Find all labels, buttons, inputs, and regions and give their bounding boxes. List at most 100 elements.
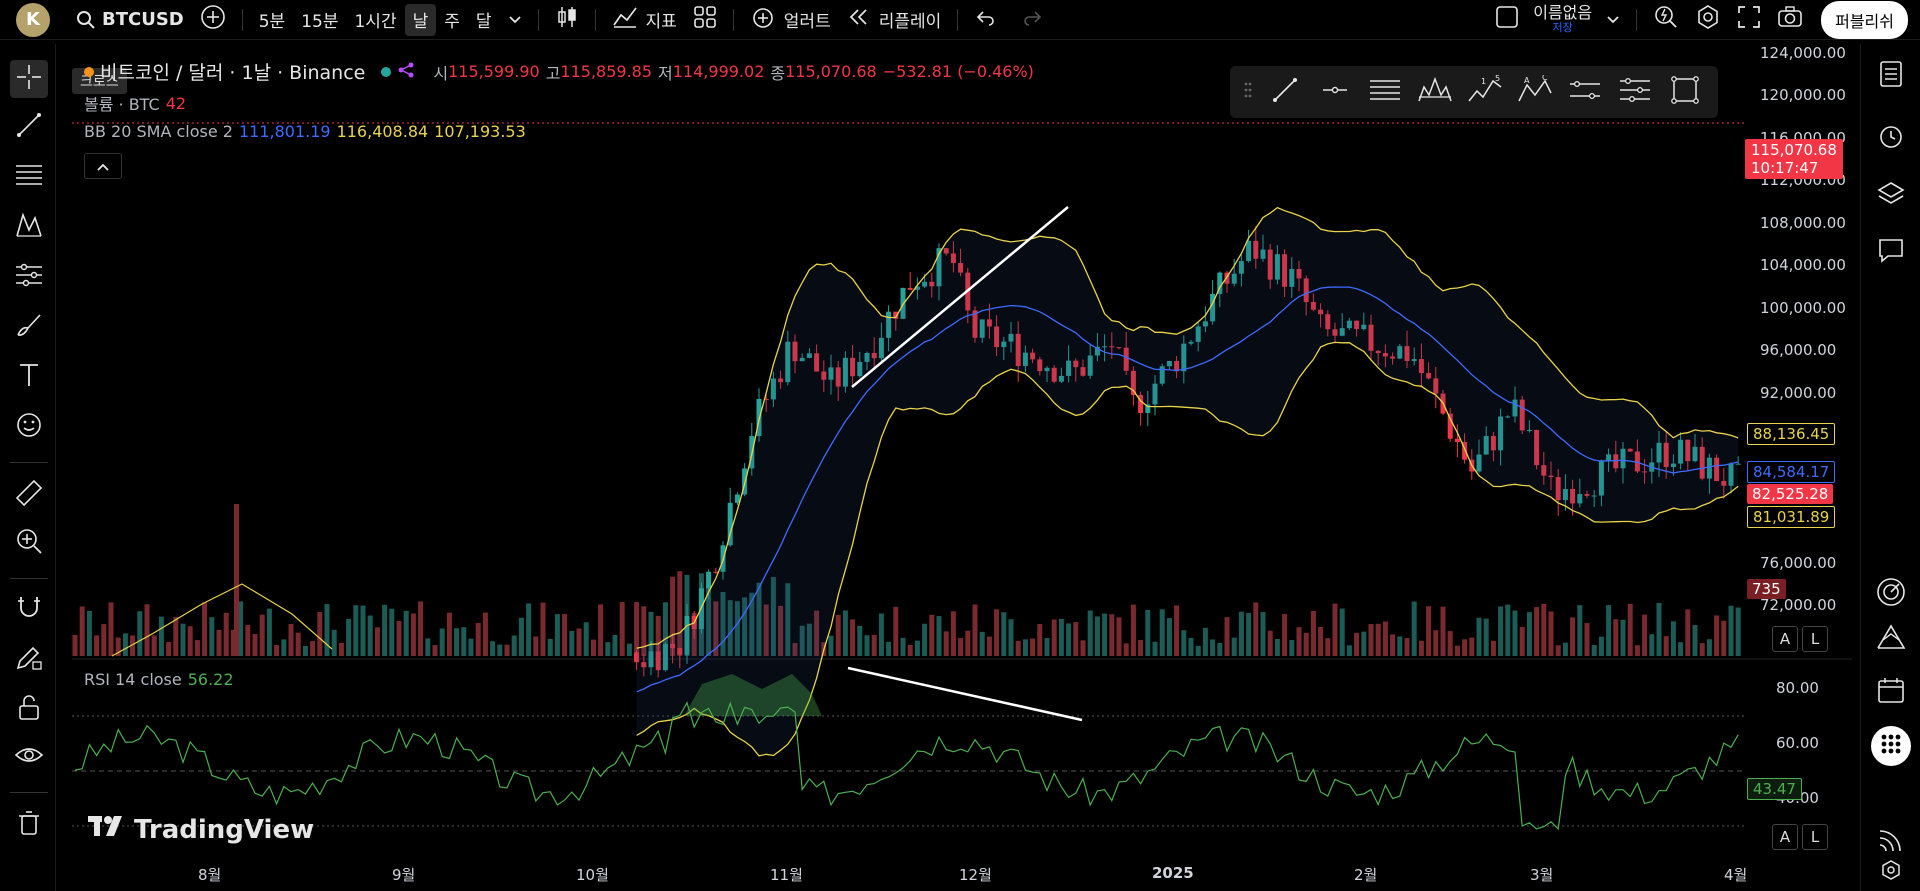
pattern-tool[interactable] (10, 208, 48, 246)
measure-tool[interactable] (10, 476, 48, 514)
auto-scale-button[interactable]: A (1772, 626, 1798, 652)
alerts-panel-button[interactable] (1873, 120, 1909, 156)
tradingview-logo[interactable]: TradingView (88, 814, 314, 845)
watchlist-button[interactable] (1873, 58, 1909, 94)
calendar-icon (1876, 675, 1906, 709)
collapse-legend-button[interactable] (84, 153, 122, 179)
remove-drawings-tool[interactable] (10, 806, 48, 844)
replay-button[interactable]: 리플레이 (839, 4, 950, 36)
undo-button[interactable] (966, 4, 1004, 36)
candle-body (922, 281, 928, 287)
chat-button[interactable] (1873, 234, 1909, 270)
streams-button[interactable] (1873, 620, 1909, 656)
bb-legend[interactable]: BB 20 SMA close 2 111,801.19 116,408.84 … (84, 122, 532, 141)
candle-body (1267, 249, 1273, 280)
layout-select-checkbox[interactable] (1487, 4, 1527, 36)
candle-body (1346, 320, 1352, 329)
forecast-tool[interactable] (10, 258, 48, 296)
chart-pane[interactable]: 비트코인 / 달러 · 1날 · Binance 시 115,599.90 고 11… (72, 44, 1852, 891)
replay-label: 리플레이 (878, 12, 942, 32)
publish-button[interactable]: 퍼블리쉬 (1821, 0, 1908, 39)
horizontal-ray-button[interactable] (1310, 70, 1360, 114)
layout-dropdown[interactable] (1598, 4, 1628, 36)
user-avatar[interactable]: K (16, 2, 50, 37)
symbol-search-button[interactable]: BTCUSD (68, 4, 192, 36)
candle-body (1253, 240, 1259, 259)
chart-settings-button[interactable] (1873, 854, 1909, 890)
volume-bar (1267, 630, 1273, 656)
text-tool[interactable] (10, 358, 48, 396)
candle-body (1159, 366, 1165, 384)
candle-body (1382, 353, 1388, 357)
interval-1d[interactable]: 날 (404, 3, 437, 36)
templates-button[interactable] (685, 4, 725, 36)
interval-1w[interactable]: 주 (444, 12, 460, 32)
fullscreen-button[interactable] (1729, 4, 1769, 36)
volume-bar (1289, 639, 1295, 656)
object-tree-button[interactable] (1873, 178, 1909, 214)
interval-1h[interactable]: 1시간 (354, 12, 397, 32)
snapshot-button[interactable] (1769, 4, 1811, 36)
trend-line-tool[interactable] (10, 108, 48, 146)
volume-bar (1498, 606, 1504, 656)
ideas-button[interactable] (1873, 576, 1909, 612)
stay-in-drawing-tool[interactable] (10, 640, 48, 678)
hide-drawings-tool[interactable] (10, 738, 48, 776)
indicators-button[interactable]: 지표 (604, 4, 685, 36)
volume-bar (1066, 623, 1072, 656)
rsi-legend[interactable]: RSI 14 close 56.22 (84, 670, 240, 689)
volume-bar (713, 601, 719, 656)
redo-button[interactable] (1014, 4, 1052, 36)
magnet-tool[interactable] (10, 590, 48, 628)
volume-bar (288, 624, 294, 656)
price-axis-label: 104,000.00 (1760, 256, 1846, 274)
rewind-icon (847, 7, 871, 32)
rectangle-button[interactable] (1660, 70, 1710, 114)
alerts-button[interactable]: 얼러트 (742, 4, 839, 36)
rsi-auto-scale-button[interactable]: A (1772, 824, 1798, 850)
crosshair-tool[interactable] (10, 60, 48, 98)
volume-bar (511, 635, 517, 656)
chart-type-button[interactable] (547, 4, 587, 36)
interval-5m[interactable]: 5분 (258, 12, 286, 32)
lock-icon (14, 692, 44, 726)
projection-button[interactable] (1560, 70, 1610, 114)
settings-button[interactable] (1687, 4, 1729, 36)
layout-name-button[interactable]: 이름없음 저장 (1533, 5, 1592, 34)
volume-legend[interactable]: 볼륨 · BTC 42 (84, 91, 192, 115)
products-button[interactable] (1871, 726, 1911, 766)
volume-bar (1274, 638, 1280, 656)
parallel-channel-button[interactable] (1360, 70, 1410, 114)
volume-bar (727, 600, 733, 656)
chart-canvas[interactable] (72, 44, 1852, 891)
trend-line-button[interactable] (1260, 70, 1310, 114)
forecast-button[interactable] (1610, 70, 1660, 114)
lock-drawings-tool[interactable] (10, 690, 48, 728)
fib-tool[interactable] (10, 158, 48, 196)
calendar-button[interactable] (1873, 674, 1909, 710)
quick-search-button[interactable] (1645, 4, 1687, 36)
drag-handle[interactable] (1236, 70, 1260, 114)
symbol-label: BTCUSD (102, 9, 184, 30)
compare-button[interactable] (192, 4, 234, 36)
price-axis-label: 92,000.00 (1760, 384, 1837, 402)
candle-body (1483, 435, 1489, 455)
interval-dropdown[interactable] (500, 4, 530, 36)
rsi-log-scale-button[interactable]: L (1802, 824, 1828, 850)
interval-1M[interactable]: 달 (475, 12, 492, 32)
signal-button[interactable] (1873, 824, 1909, 860)
brush-tool[interactable] (10, 308, 48, 346)
gear-icon (1695, 4, 1721, 35)
volume-bar (734, 601, 740, 656)
volume-label: 볼륨 · BTC (84, 95, 160, 114)
apps-grid-icon (1879, 732, 1903, 760)
volume-bar (187, 626, 193, 656)
head-shoulders-button[interactable] (1410, 70, 1460, 114)
emoji-tool[interactable] (10, 408, 48, 446)
time-axis-label: 12월 (959, 866, 992, 884)
log-scale-button[interactable]: L (1802, 626, 1828, 652)
interval-15m[interactable]: 15분 (301, 12, 339, 32)
zoom-tool[interactable] (10, 524, 48, 562)
